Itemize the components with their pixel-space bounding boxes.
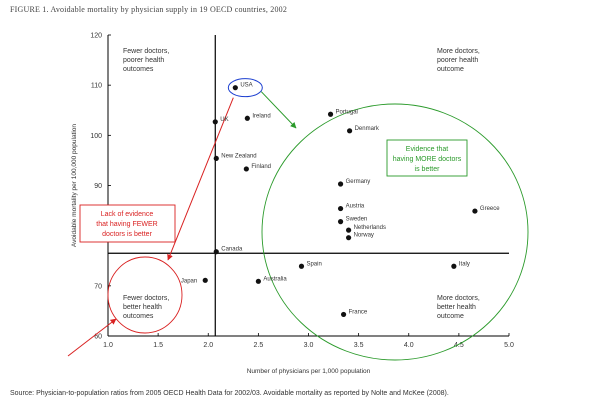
evidence-fewer-text: that having FEWER — [96, 221, 157, 228]
figure-title: FIGURE 1. Avoidable mortality by physici… — [10, 5, 287, 14]
evidence-fewer-text: Lack of evidence — [101, 211, 154, 218]
data-label-ireland: Ireland — [252, 113, 270, 119]
quadrant-label-bottom-right: outcome — [437, 313, 464, 320]
data-point-canada — [213, 249, 219, 255]
figure-title-lead: FIGURE 1. — [10, 5, 49, 14]
data-label-denmark: Denmark — [355, 126, 380, 132]
y-axis-title: Avoidable mortality per 100,000 populati… — [71, 124, 78, 247]
data-label-sweden: Sweden — [346, 217, 368, 223]
quadrant-label-top-left: poorer health — [123, 57, 164, 64]
x-tick-label: 4.0 — [404, 342, 414, 349]
y-tick-label: 120 — [90, 33, 102, 40]
data-point-denmark — [347, 128, 353, 134]
quadrant-label-top-right: More doctors, — [437, 48, 480, 55]
data-point-france — [340, 311, 347, 318]
data-label-usa: USA — [240, 83, 252, 89]
source-note: Source: Physician-to-population ratios f… — [10, 390, 449, 397]
arrow-to-fewer-evidence — [167, 97, 234, 261]
data-label-canada: Canada — [221, 247, 243, 253]
quadrant-label-top-left: Fewer doctors, — [123, 48, 169, 55]
data-label-netherlands: Netherlands — [354, 225, 386, 231]
evidence-fewer-ellipse — [107, 256, 183, 334]
x-tick-label: 3.5 — [354, 342, 364, 349]
x-tick-label: 1.5 — [153, 342, 163, 349]
data-point-netherlands — [346, 227, 352, 233]
x-tick-label: 4.5 — [454, 342, 464, 349]
quadrant-label-bottom-right: More doctors, — [437, 295, 480, 302]
arrow-to-more-evidence — [260, 91, 297, 129]
data-point-spain — [298, 263, 305, 269]
scatter-chart: 1.01.52.02.53.03.54.04.55.06070809010011… — [67, 33, 529, 375]
data-label-portugal: Portugal — [336, 109, 358, 115]
quadrant-label-top-right: outcome — [437, 66, 464, 73]
arrow-from-bottom-left — [67, 318, 117, 357]
data-point-austria — [337, 205, 344, 212]
data-label-australia: Australia — [263, 276, 287, 282]
quadrant-label-top-right: poorer health — [437, 57, 478, 64]
data-point-japan — [202, 277, 208, 283]
y-tick-label: 110 — [91, 83, 102, 90]
data-label-uk: UK — [220, 117, 228, 123]
y-tick-label: 100 — [90, 133, 102, 140]
data-point-australia — [255, 278, 261, 284]
y-tick-label: 90 — [94, 183, 102, 190]
data-point-finland — [243, 166, 249, 172]
data-label-germany: Germany — [346, 179, 371, 185]
data-point-sweden — [337, 219, 344, 225]
data-point-usa — [232, 85, 238, 91]
x-tick-label: 2.5 — [254, 342, 264, 349]
evidence-more-text: having MORE doctors — [393, 156, 462, 163]
usa-highlight-ellipse — [227, 78, 263, 98]
x-axis-title: Number of physicians per 1,000 populatio… — [247, 368, 371, 375]
data-label-austria: Austria — [346, 204, 365, 210]
data-label-spain: Spain — [306, 261, 321, 267]
quadrant-label-bottom-left: better health — [123, 304, 162, 311]
x-tick-label: 1.0 — [103, 342, 113, 349]
y-tick-label: 60 — [94, 334, 102, 341]
y-tick-label: 70 — [94, 283, 102, 290]
evidence-fewer-box — [79, 204, 176, 243]
x-tick-label: 5.0 — [504, 342, 514, 349]
quadrant-label-bottom-left: Fewer doctors, — [123, 295, 169, 302]
data-point-portugal — [327, 111, 334, 117]
data-point-uk — [212, 119, 218, 125]
quadrant-label-top-left: outcomes — [123, 66, 154, 73]
quadrant-label-bottom-left: outcomes — [123, 313, 154, 320]
data-point-ireland — [244, 115, 250, 121]
data-label-italy: Italy — [459, 261, 470, 267]
data-label-france: France — [349, 309, 368, 315]
data-point-italy — [451, 263, 457, 269]
figure-title-text: Avoidable mortality by physician supply … — [50, 5, 288, 14]
evidence-more-text: Evidence that — [406, 146, 448, 153]
data-point-greece — [472, 208, 478, 214]
quadrant-label-bottom-right: better health — [437, 304, 476, 311]
data-point-norway — [346, 235, 352, 241]
evidence-fewer-text: doctors is better — [102, 231, 152, 238]
data-point-new-zealand — [213, 155, 219, 162]
evidence-more-box — [386, 139, 468, 177]
data-label-japan: Japan — [181, 278, 197, 284]
x-tick-label: 2.0 — [203, 342, 213, 349]
evidence-more-ellipse — [261, 103, 529, 361]
data-label-finland: Finland — [251, 164, 271, 170]
x-tick-label: 3.0 — [304, 342, 314, 349]
evidence-more-text: is better — [415, 166, 441, 173]
data-label-greece: Greece — [480, 206, 500, 212]
data-point-germany — [337, 181, 344, 187]
data-label-new-zealand: New Zealand — [221, 153, 256, 159]
data-label-norway: Norway — [354, 233, 374, 239]
